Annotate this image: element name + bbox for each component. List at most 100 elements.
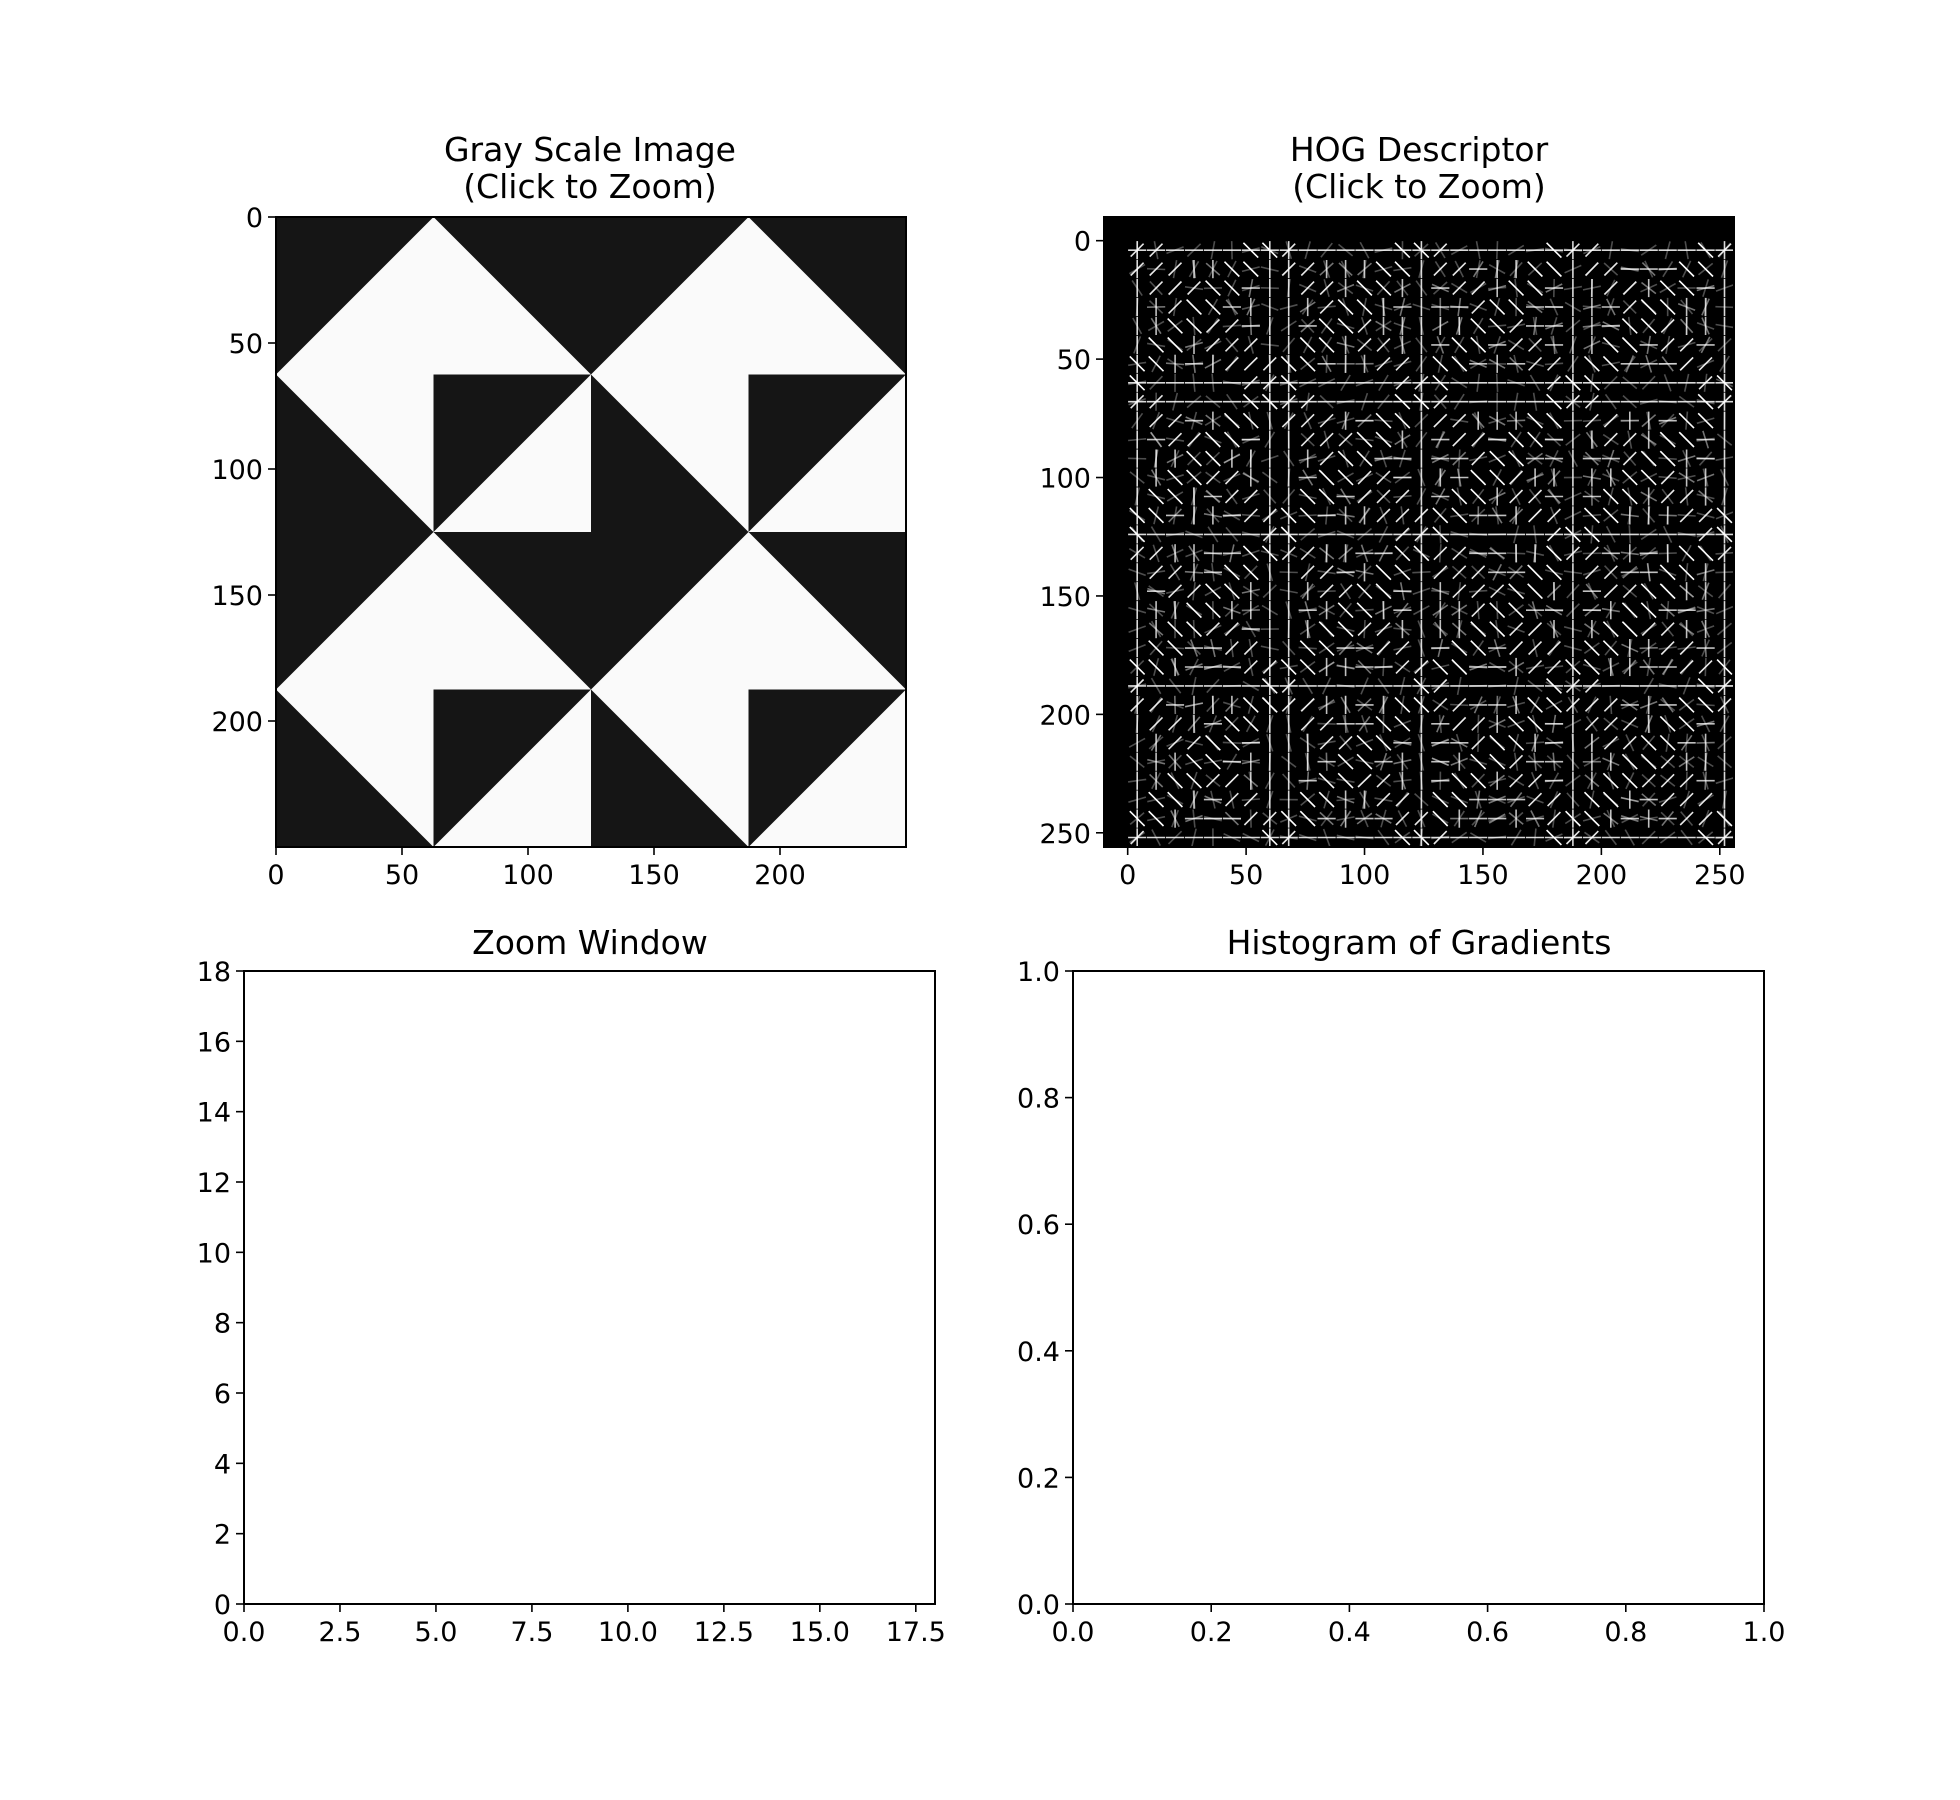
hog-orientation-stroke xyxy=(1393,719,1412,728)
hog-orientation-stroke xyxy=(1242,696,1259,713)
hog-orientation-stroke xyxy=(1452,451,1467,466)
hog-orientation-stroke xyxy=(1489,734,1506,751)
hog-orientation-stroke xyxy=(1528,622,1543,637)
hog-orientation-stroke xyxy=(1454,260,1465,278)
hog-cell-glyph xyxy=(1394,660,1411,674)
hog-orientation-stroke xyxy=(1509,773,1524,788)
hog-orientation-stroke xyxy=(1286,354,1292,373)
hog-cell-glyph xyxy=(1507,337,1525,352)
hog-orientation-stroke xyxy=(1622,281,1638,295)
hog-cell-glyph xyxy=(1355,698,1374,712)
hog-cell-glyph xyxy=(1450,791,1469,808)
panel-grayscale-image[interactable]: Gray Scale Image (Click to Zoom) 0 50 100 1… xyxy=(211,130,907,891)
hog-orientation-stroke xyxy=(1550,317,1558,335)
hog-cell-glyph xyxy=(1715,544,1734,563)
hog-orientation-stroke xyxy=(1416,488,1427,505)
hog-orientation-stroke xyxy=(1639,398,1658,405)
hog-orientation-stroke xyxy=(1582,455,1601,462)
hog-orientation-stroke xyxy=(1683,373,1690,392)
hog-cell-glyph xyxy=(1184,809,1204,828)
hog-orientation-stroke xyxy=(1601,361,1620,367)
hog-cell-glyph xyxy=(1583,640,1600,656)
hog-orientation-stroke xyxy=(1450,530,1469,538)
hog-orientation-stroke xyxy=(1679,356,1694,371)
hog-orientation-stroke xyxy=(1187,432,1201,447)
hog-cell-glyph xyxy=(1374,247,1393,254)
hog-cell-glyph xyxy=(1715,297,1734,317)
hog-cell-glyph xyxy=(1470,772,1487,789)
hog-cell-glyph xyxy=(1223,601,1241,620)
hog-orientation-stroke xyxy=(1527,754,1543,769)
hog-orientation-stroke xyxy=(1153,241,1159,260)
hog-cell-glyph xyxy=(1357,259,1373,279)
hog-orientation-stroke xyxy=(1340,260,1351,278)
hog-orientation-stroke xyxy=(1546,432,1562,447)
hog-orientation-stroke xyxy=(1185,739,1203,746)
hog-orientation-stroke xyxy=(1494,297,1501,317)
hog-cell-glyph xyxy=(1469,809,1488,828)
hog-orientation-stroke xyxy=(1223,261,1240,278)
hog-orientation-stroke xyxy=(1203,645,1222,651)
panel-hog-descriptor[interactable]: HOG Descriptor (Click to Zoom) 0 50 100 150… xyxy=(1039,130,1745,891)
hog-orientation-stroke xyxy=(1299,659,1316,675)
hog-orientation-stroke xyxy=(1659,715,1676,732)
hog-orientation-stroke xyxy=(1339,602,1353,618)
hog-cell-glyph xyxy=(1185,753,1203,770)
hog-cell-glyph xyxy=(1677,337,1696,352)
hog-cell-glyph xyxy=(1166,678,1185,694)
hog-orientation-stroke xyxy=(1493,639,1501,658)
hog-orientation-stroke xyxy=(1186,243,1202,258)
hog-cell-glyph xyxy=(1471,565,1486,580)
hog-orientation-stroke xyxy=(1548,488,1560,505)
hog-orientation-stroke xyxy=(1128,361,1147,367)
x-tick-label: 0.0 xyxy=(1052,1617,1095,1648)
hog-orientation-stroke xyxy=(1344,354,1347,373)
hog-orientation-stroke xyxy=(1129,831,1146,844)
hog-cell-glyph xyxy=(1621,753,1638,771)
hog-orientation-stroke xyxy=(1192,582,1196,601)
hog-orientation-stroke xyxy=(1168,678,1182,694)
hog-cell-glyph xyxy=(1696,601,1715,620)
hog-cell-glyph xyxy=(1128,828,1147,847)
hog-orientation-stroke xyxy=(1360,355,1369,373)
hog-cell-glyph xyxy=(1544,278,1564,298)
hog-orientation-stroke xyxy=(1130,660,1145,674)
hog-descriptor-plot[interactable] xyxy=(1104,217,1734,847)
hog-orientation-stroke xyxy=(1299,355,1316,372)
hog-orientation-stroke xyxy=(1452,754,1466,770)
hog-orientation-stroke xyxy=(1355,569,1374,575)
hog-cell-glyph xyxy=(1336,640,1355,656)
hog-orientation-stroke xyxy=(1660,792,1675,807)
hog-orientation-stroke xyxy=(1679,792,1694,807)
hog-orientation-stroke xyxy=(1298,283,1317,293)
hog-cell-glyph xyxy=(1526,601,1545,620)
hog-cell-glyph xyxy=(1621,657,1638,677)
hog-orientation-stroke xyxy=(1702,279,1710,297)
hog-cell-glyph xyxy=(1153,449,1159,468)
x-tick-label: 0.8 xyxy=(1604,1617,1647,1648)
hog-cell-glyph xyxy=(1450,507,1469,524)
hog-orientation-stroke xyxy=(1658,796,1677,804)
hog-cell-glyph xyxy=(1128,733,1146,752)
hog-cell-glyph xyxy=(1417,733,1426,752)
hog-cell-glyph xyxy=(1677,297,1696,317)
hog-orientation-stroke xyxy=(1222,380,1241,386)
hog-orientation-stroke xyxy=(1318,661,1335,673)
hog-cell-glyph xyxy=(1166,413,1185,428)
hog-cell-glyph xyxy=(1585,430,1598,449)
hog-orientation-stroke xyxy=(1337,756,1354,767)
hog-orientation-stroke xyxy=(1357,698,1372,712)
hog-cell-glyph xyxy=(1355,602,1374,619)
grayscale-image-plot[interactable] xyxy=(276,217,906,847)
hog-cell-glyph xyxy=(1261,468,1278,487)
hog-cell-glyph xyxy=(1720,260,1729,279)
hog-orientation-stroke xyxy=(1134,695,1141,714)
hog-orientation-stroke xyxy=(1150,677,1162,695)
hog-orientation-stroke xyxy=(1685,771,1688,790)
hog-orientation-stroke xyxy=(1279,398,1298,406)
hog-cell-glyph xyxy=(1147,316,1165,335)
hog-orientation-stroke xyxy=(1340,374,1351,392)
hog-orientation-stroke xyxy=(1677,531,1696,537)
hog-cell-glyph xyxy=(1394,279,1411,298)
hog-orientation-stroke xyxy=(1719,696,1730,714)
